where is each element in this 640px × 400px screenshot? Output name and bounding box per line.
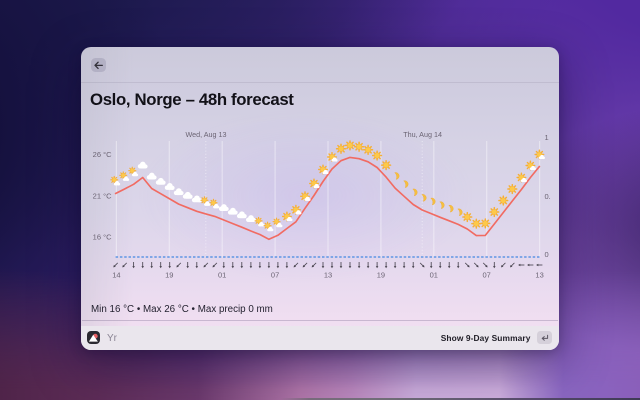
- svg-text:19: 19: [377, 270, 385, 279]
- svg-text:14: 14: [112, 270, 120, 279]
- svg-text:0.: 0.: [545, 192, 551, 201]
- svg-text:07: 07: [271, 270, 279, 279]
- svg-text:Thu, Aug 14: Thu, Aug 14: [403, 130, 442, 139]
- svg-text:Wed, Aug 13: Wed, Aug 13: [185, 130, 226, 139]
- svg-text:1: 1: [545, 133, 549, 142]
- svg-text:21 °C: 21 °C: [93, 191, 112, 200]
- svg-text:19: 19: [165, 270, 173, 279]
- svg-text:01: 01: [430, 270, 438, 279]
- svg-text:01: 01: [218, 270, 226, 279]
- svg-text:16 °C: 16 °C: [93, 232, 112, 241]
- svg-text:07: 07: [483, 270, 491, 279]
- svg-text:13: 13: [324, 270, 332, 279]
- svg-text:13: 13: [535, 270, 543, 279]
- svg-text:26 °C: 26 °C: [93, 150, 112, 159]
- svg-text:0: 0: [545, 250, 549, 259]
